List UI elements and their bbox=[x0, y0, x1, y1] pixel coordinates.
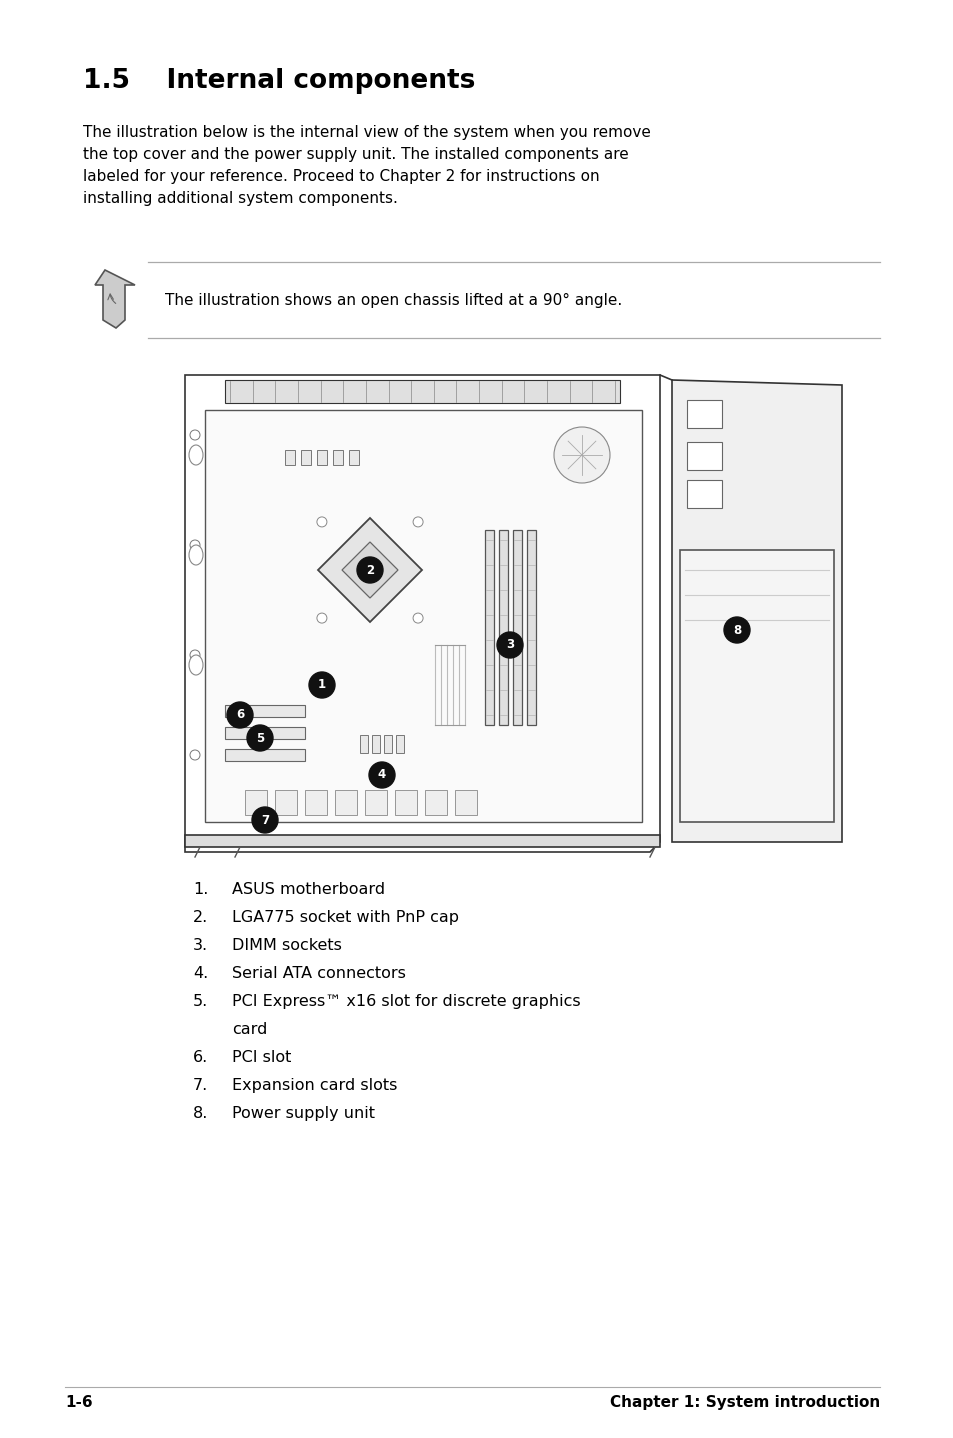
Text: 1.5    Internal components: 1.5 Internal components bbox=[83, 68, 475, 93]
Text: PCI slot: PCI slot bbox=[232, 1050, 291, 1066]
Circle shape bbox=[190, 751, 200, 761]
FancyBboxPatch shape bbox=[498, 531, 507, 725]
FancyBboxPatch shape bbox=[395, 735, 403, 754]
Text: 2.: 2. bbox=[193, 910, 208, 925]
Text: the top cover and the power supply unit. The installed components are: the top cover and the power supply unit.… bbox=[83, 147, 628, 162]
Circle shape bbox=[252, 807, 277, 833]
FancyBboxPatch shape bbox=[484, 531, 494, 725]
Text: ASUS motherboard: ASUS motherboard bbox=[232, 881, 385, 897]
Text: 3: 3 bbox=[505, 638, 514, 651]
Circle shape bbox=[316, 613, 327, 623]
FancyBboxPatch shape bbox=[225, 728, 305, 739]
Text: LGA775 socket with PnP cap: LGA775 socket with PnP cap bbox=[232, 910, 458, 925]
Text: PCI Express™ x16 slot for discrete graphics: PCI Express™ x16 slot for discrete graph… bbox=[232, 994, 580, 1009]
FancyBboxPatch shape bbox=[316, 450, 327, 464]
FancyBboxPatch shape bbox=[285, 450, 294, 464]
Text: 6: 6 bbox=[235, 709, 244, 722]
Text: 5.: 5. bbox=[193, 994, 208, 1009]
Circle shape bbox=[190, 430, 200, 440]
Text: labeled for your reference. Proceed to Chapter 2 for instructions on: labeled for your reference. Proceed to C… bbox=[83, 170, 599, 184]
Text: The illustration shows an open chassis lifted at a 90° angle.: The illustration shows an open chassis l… bbox=[165, 292, 621, 308]
Circle shape bbox=[309, 672, 335, 697]
Text: 3.: 3. bbox=[193, 938, 208, 953]
Circle shape bbox=[227, 702, 253, 728]
Circle shape bbox=[190, 541, 200, 549]
FancyBboxPatch shape bbox=[679, 549, 833, 823]
FancyBboxPatch shape bbox=[205, 410, 641, 823]
FancyBboxPatch shape bbox=[225, 749, 305, 761]
Polygon shape bbox=[317, 518, 421, 623]
Text: Power supply unit: Power supply unit bbox=[232, 1106, 375, 1122]
Circle shape bbox=[190, 650, 200, 660]
Text: 1-6: 1-6 bbox=[65, 1395, 92, 1411]
FancyBboxPatch shape bbox=[359, 735, 368, 754]
Circle shape bbox=[413, 613, 422, 623]
Ellipse shape bbox=[189, 444, 203, 464]
Text: card: card bbox=[232, 1022, 267, 1037]
Text: The illustration below is the internal view of the system when you remove: The illustration below is the internal v… bbox=[83, 125, 650, 139]
FancyBboxPatch shape bbox=[455, 789, 476, 815]
Circle shape bbox=[497, 631, 522, 659]
Text: 8.: 8. bbox=[193, 1106, 208, 1122]
FancyBboxPatch shape bbox=[335, 789, 356, 815]
Circle shape bbox=[247, 725, 273, 751]
Ellipse shape bbox=[189, 654, 203, 674]
FancyBboxPatch shape bbox=[333, 450, 343, 464]
Text: 1: 1 bbox=[317, 679, 326, 692]
FancyBboxPatch shape bbox=[424, 789, 447, 815]
Text: 6.: 6. bbox=[193, 1050, 208, 1066]
Polygon shape bbox=[341, 542, 397, 598]
Polygon shape bbox=[671, 380, 841, 843]
FancyBboxPatch shape bbox=[686, 480, 721, 508]
Text: Serial ATA connectors: Serial ATA connectors bbox=[232, 966, 405, 981]
Ellipse shape bbox=[189, 545, 203, 565]
Text: 7: 7 bbox=[261, 814, 269, 827]
Text: installing additional system components.: installing additional system components. bbox=[83, 191, 397, 206]
Text: 1.: 1. bbox=[193, 881, 208, 897]
Circle shape bbox=[554, 427, 609, 483]
FancyBboxPatch shape bbox=[225, 705, 305, 718]
Text: 8: 8 bbox=[732, 624, 740, 637]
Text: Expansion card slots: Expansion card slots bbox=[232, 1078, 397, 1093]
FancyBboxPatch shape bbox=[274, 789, 296, 815]
FancyBboxPatch shape bbox=[384, 735, 392, 754]
Circle shape bbox=[369, 762, 395, 788]
FancyBboxPatch shape bbox=[365, 789, 387, 815]
FancyBboxPatch shape bbox=[245, 789, 267, 815]
Text: 7.: 7. bbox=[193, 1078, 208, 1093]
FancyBboxPatch shape bbox=[686, 400, 721, 429]
Text: 5: 5 bbox=[255, 732, 264, 745]
FancyBboxPatch shape bbox=[225, 380, 619, 403]
Polygon shape bbox=[185, 375, 659, 851]
Circle shape bbox=[316, 516, 327, 526]
Text: DIMM sockets: DIMM sockets bbox=[232, 938, 341, 953]
FancyBboxPatch shape bbox=[686, 441, 721, 470]
FancyBboxPatch shape bbox=[526, 531, 536, 725]
FancyBboxPatch shape bbox=[305, 789, 327, 815]
Text: 4.: 4. bbox=[193, 966, 208, 981]
FancyBboxPatch shape bbox=[349, 450, 358, 464]
Polygon shape bbox=[95, 270, 135, 328]
Text: 2: 2 bbox=[366, 564, 374, 577]
Circle shape bbox=[723, 617, 749, 643]
FancyBboxPatch shape bbox=[185, 835, 659, 847]
FancyBboxPatch shape bbox=[301, 450, 311, 464]
Circle shape bbox=[413, 516, 422, 526]
FancyBboxPatch shape bbox=[372, 735, 379, 754]
Text: 4: 4 bbox=[377, 768, 386, 781]
FancyBboxPatch shape bbox=[395, 789, 416, 815]
Text: Chapter 1: System introduction: Chapter 1: System introduction bbox=[609, 1395, 879, 1411]
FancyBboxPatch shape bbox=[513, 531, 521, 725]
Circle shape bbox=[356, 557, 382, 582]
